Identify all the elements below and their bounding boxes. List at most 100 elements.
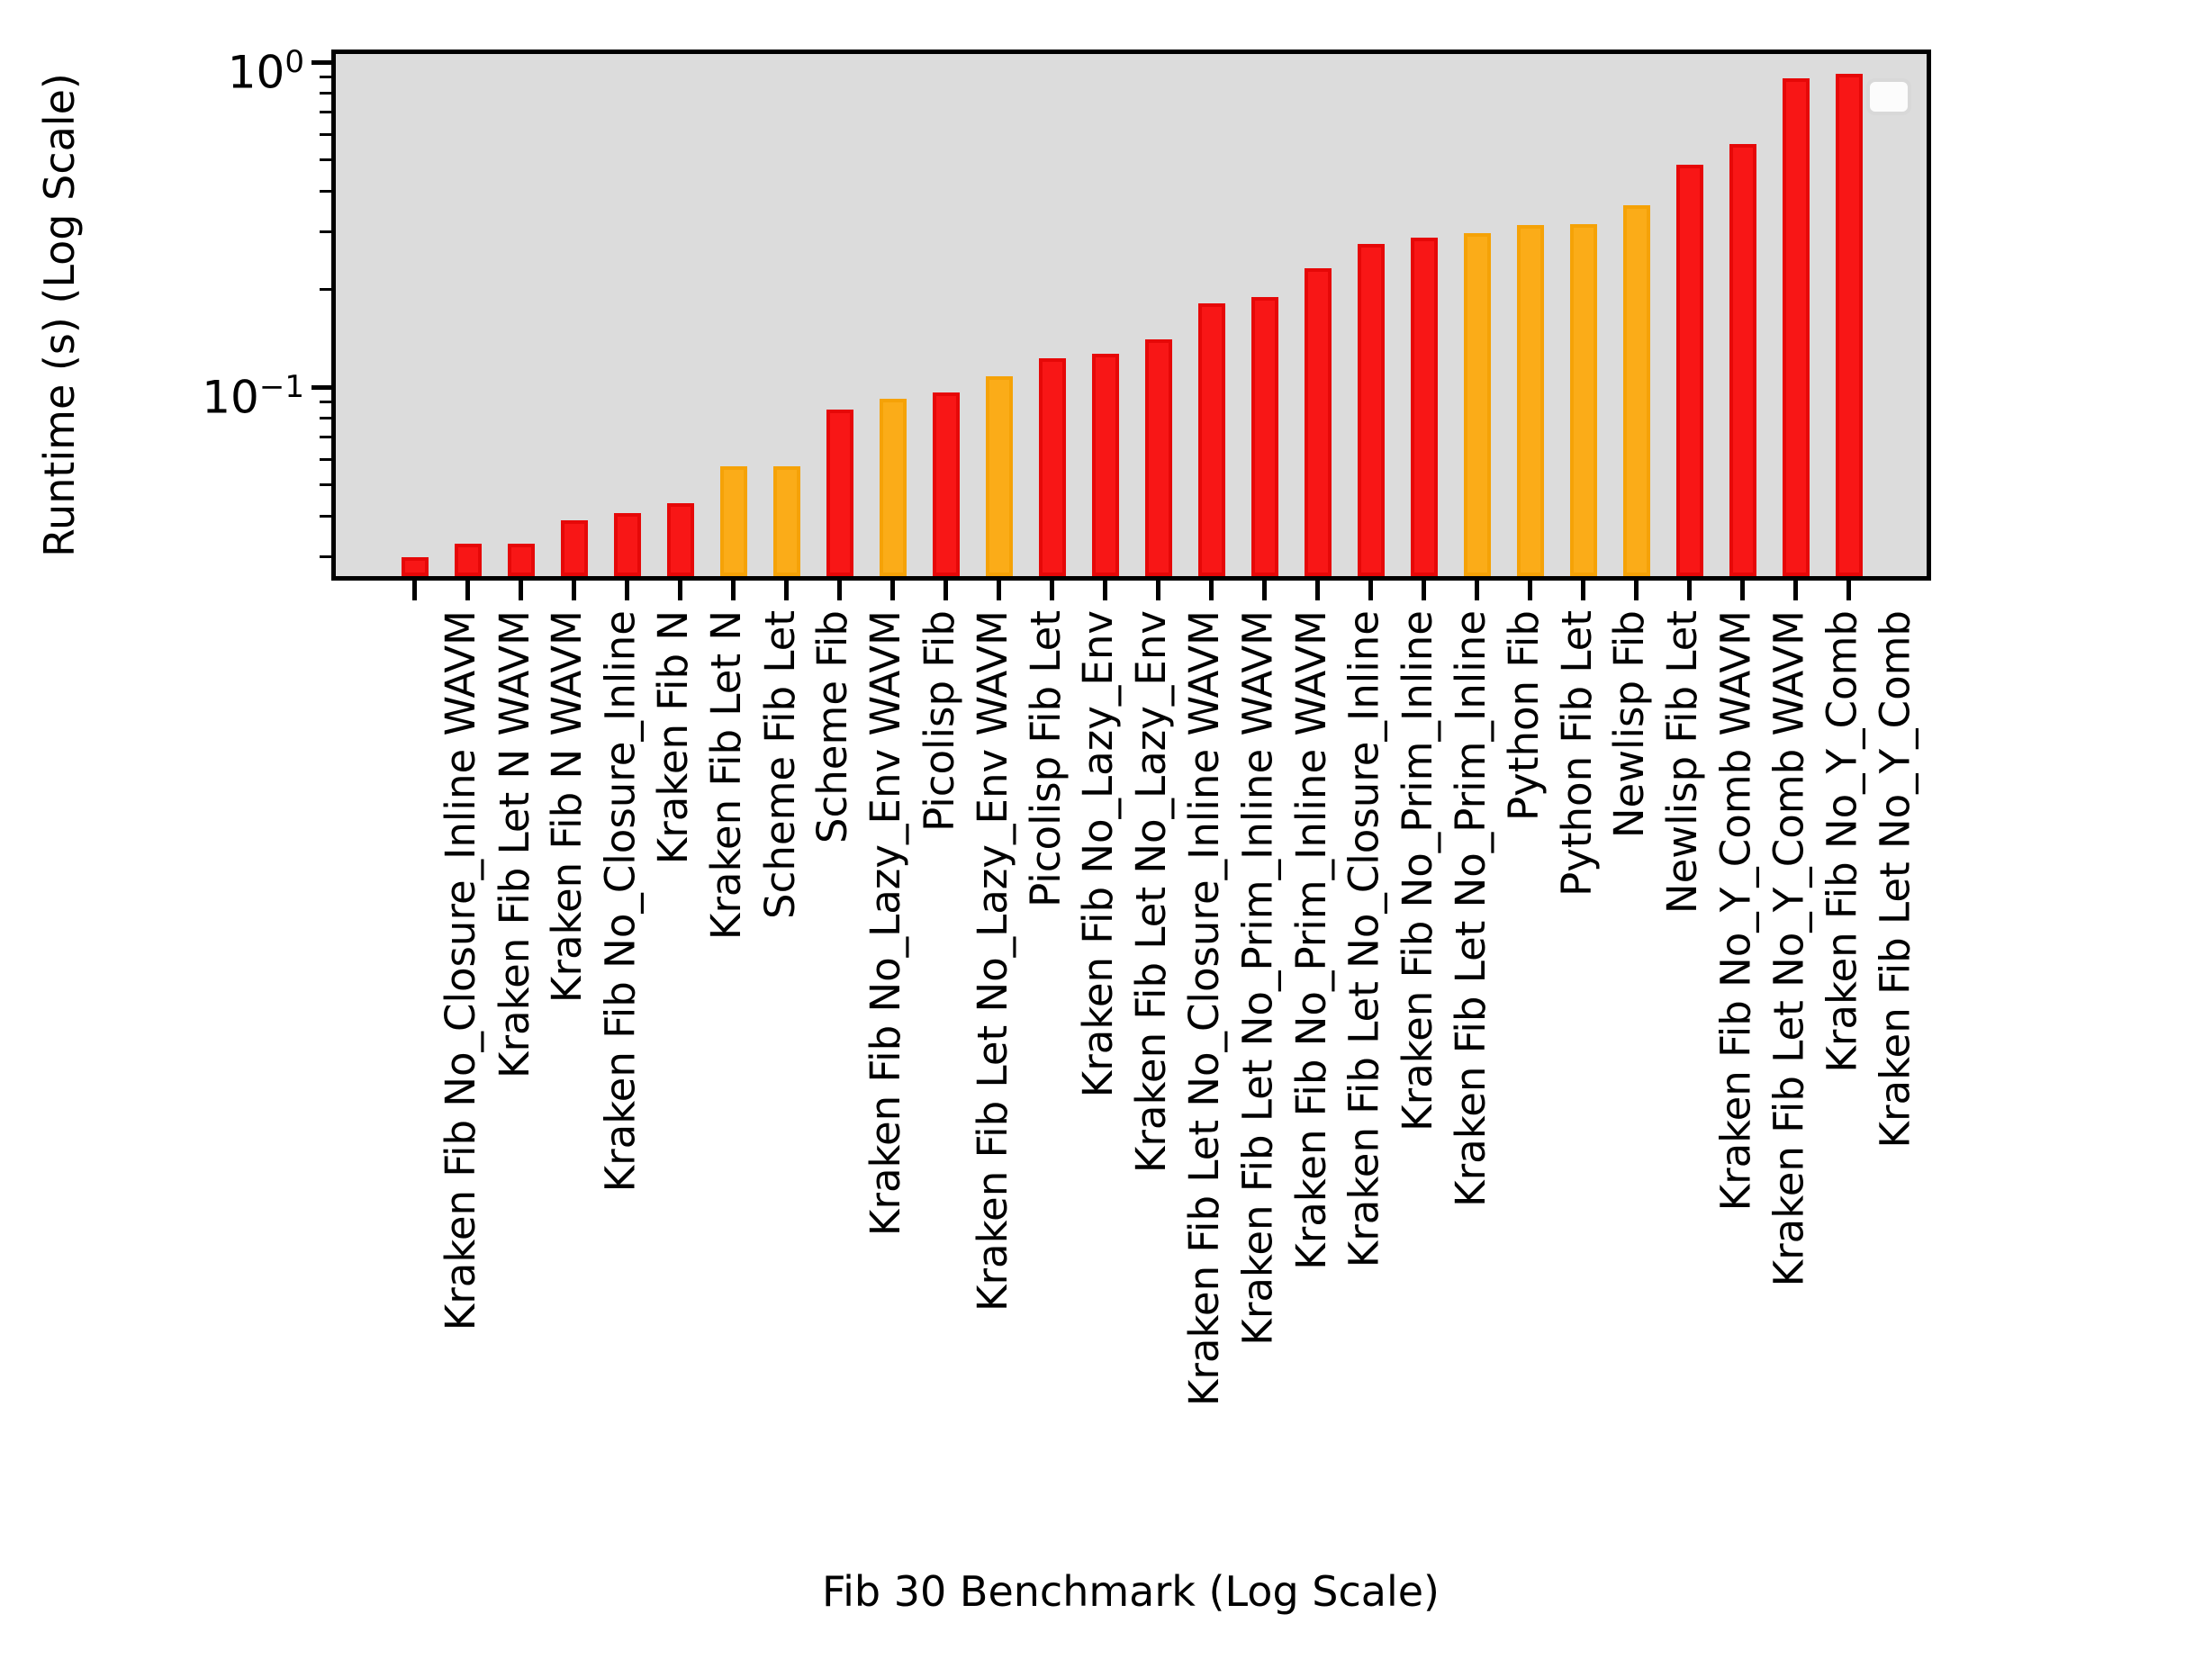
bar xyxy=(1463,232,1491,576)
x-tick-label-text: Kraken Fib Let N xyxy=(702,610,751,941)
x-tick-label-text: Kraken Fib No_Closure_Inline xyxy=(596,610,645,1193)
y-axis-minor-tick xyxy=(320,132,331,136)
x-tick xyxy=(412,581,417,600)
y-axis-minor-tick xyxy=(320,401,331,404)
x-tick xyxy=(997,581,1001,600)
x-tick xyxy=(1050,581,1054,600)
x-tick xyxy=(678,581,682,600)
bar xyxy=(1304,268,1332,576)
x-tick-label-text: Python Fib Let xyxy=(1552,610,1601,897)
bar xyxy=(507,543,535,576)
x-tick-label-text: Picolisp Fib xyxy=(915,610,963,832)
x-tick xyxy=(943,581,948,600)
x-tick xyxy=(465,581,470,600)
x-tick-label-text: Kraken Fib No_Prim_Inline WAVM xyxy=(1287,610,1335,1270)
x-tick xyxy=(1475,581,1479,600)
x-tick-label-text: Kraken Fib Let N WAVM xyxy=(490,610,538,1078)
x-tick-label-text: Kraken Fib No_Y_Comb WAVM xyxy=(1711,610,1760,1212)
x-tick-label-text: Kraken Fib No_Closure_Inline WAVM xyxy=(437,610,485,1331)
x-tick-label-text: Scheme Fib xyxy=(808,610,857,844)
y-axis-minor-tick xyxy=(320,457,331,461)
bar xyxy=(826,410,853,576)
bar xyxy=(1250,297,1278,576)
plot-area xyxy=(331,50,1931,581)
y-axis-minor-tick xyxy=(320,483,331,487)
x-tick-label-text: Kraken Fib No_Lazy_Env xyxy=(1074,610,1123,1098)
x-tick xyxy=(1156,581,1160,600)
x-tick xyxy=(1846,581,1851,600)
x-tick-label-text: Kraken Fib Let No_Lazy_Env WAVM xyxy=(968,610,1016,1312)
y-axis-minor-tick xyxy=(320,515,331,518)
bar xyxy=(1622,205,1650,576)
x-tick xyxy=(1209,581,1214,600)
y-axis-minor-tick xyxy=(320,417,331,420)
x-tick xyxy=(1422,581,1426,600)
bar xyxy=(1675,165,1703,576)
x-tick-label-text: Scheme Fib Let xyxy=(755,610,804,919)
x-tick xyxy=(1687,581,1692,600)
x-tick xyxy=(731,581,736,600)
x-tick xyxy=(519,581,523,600)
bar xyxy=(1410,238,1438,576)
x-tick-label-text: Kraken Fib N xyxy=(649,610,698,865)
x-tick-label-text: Kraken Fib No_Y_Comb xyxy=(1818,610,1866,1073)
bar xyxy=(1782,78,1810,576)
x-tick xyxy=(1368,581,1373,600)
bar xyxy=(454,543,482,576)
x-tick-label-text: Kraken Fib Let No_Y_Comb WAVM xyxy=(1765,610,1813,1287)
bar xyxy=(560,519,588,576)
bar xyxy=(1144,339,1172,576)
x-tick xyxy=(890,581,895,600)
y-tick-label: 100 xyxy=(227,44,304,99)
bar xyxy=(1091,353,1119,576)
y-axis-minor-tick xyxy=(320,111,331,114)
bar xyxy=(613,512,641,576)
x-tick-label-text: Kraken Fib Let No_Y_Comb xyxy=(1871,610,1919,1149)
y-axis-minor-tick xyxy=(320,555,331,559)
bar xyxy=(879,399,907,576)
x-tick xyxy=(625,581,629,600)
x-tick xyxy=(1581,581,1585,600)
x-tick xyxy=(1262,581,1267,600)
y-axis-minor-tick xyxy=(320,230,331,234)
bar xyxy=(1516,225,1544,576)
x-tick-label-text: Newlisp Fib Let xyxy=(1658,610,1707,915)
y-axis-major-tick xyxy=(311,59,331,65)
x-tick xyxy=(837,581,842,600)
y-axis-minor-tick xyxy=(320,287,331,291)
bar xyxy=(719,466,747,576)
x-tick-label-text: Picolisp Fib Let xyxy=(1021,610,1070,907)
x-tick xyxy=(1740,581,1745,600)
x-tick xyxy=(1793,581,1798,600)
y-axis-minor-tick xyxy=(320,436,331,439)
bar xyxy=(1038,357,1066,576)
bar xyxy=(1357,243,1385,576)
x-tick-label-text: Kraken Fib No_Prim_Inline xyxy=(1393,610,1441,1132)
x-tick-label-text: Kraken Fib No_Lazy_Env WAVM xyxy=(862,610,910,1237)
x-tick-label-text: Kraken Fib Let No_Lazy_Env xyxy=(1127,610,1176,1174)
x-tick-label-text: Python Fib xyxy=(1499,610,1548,821)
x-tick-label-text: Kraken Fib Let No_Closure_Inline WAVM xyxy=(1180,610,1229,1407)
x-tick xyxy=(1315,581,1320,600)
x-tick-label-text: Kraken Fib N WAVM xyxy=(543,610,591,1004)
y-axis-minor-tick xyxy=(320,158,331,162)
bar xyxy=(1569,224,1597,576)
y-tick-label: 10−1 xyxy=(202,369,304,424)
bar xyxy=(772,466,800,576)
legend-box xyxy=(1866,78,1911,115)
x-tick-label-text: Newlisp Fib xyxy=(1605,610,1654,839)
bar xyxy=(985,375,1013,576)
x-tick-label-text: Kraken Fib Let No_Prim_Inline xyxy=(1446,610,1494,1207)
y-axis-major-tick xyxy=(311,384,331,390)
y-axis-minor-tick xyxy=(320,92,331,95)
x-tick xyxy=(1634,581,1639,600)
x-tick xyxy=(784,581,789,600)
x-tick-label-text: Kraken Fib Let No_Closure_Inline xyxy=(1340,610,1388,1268)
x-tick xyxy=(1528,581,1532,600)
x-tick xyxy=(1103,581,1107,600)
x-tick xyxy=(572,581,576,600)
bar xyxy=(1197,302,1225,576)
y-axis-minor-tick xyxy=(320,76,331,79)
bar xyxy=(1729,143,1756,576)
